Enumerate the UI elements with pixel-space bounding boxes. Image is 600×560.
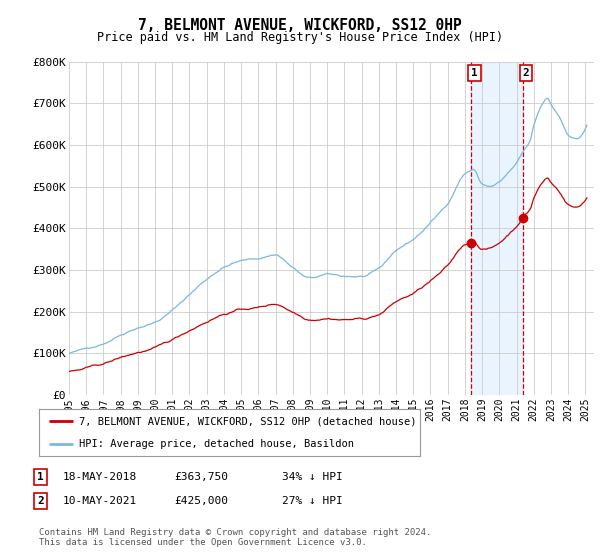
Text: 2: 2 [37, 496, 44, 506]
Bar [471, 62, 523, 395]
Text: HPI: Average price, detached house, Basildon: HPI: Average price, detached house, Basi… [79, 439, 354, 449]
Text: Price paid vs. HM Land Registry's House Price Index (HPI): Price paid vs. HM Land Registry's House … [97, 31, 503, 44]
Text: £425,000: £425,000 [174, 496, 228, 506]
Text: 18-MAY-2018: 18-MAY-2018 [63, 472, 137, 482]
Text: £363,750: £363,750 [174, 472, 228, 482]
Text: 10-MAY-2021: 10-MAY-2021 [63, 496, 137, 506]
Text: 7, BELMONT AVENUE, WICKFORD, SS12 0HP: 7, BELMONT AVENUE, WICKFORD, SS12 0HP [138, 18, 462, 34]
Text: Contains HM Land Registry data © Crown copyright and database right 2024.
This d: Contains HM Land Registry data © Crown c… [39, 528, 431, 547]
Text: 1: 1 [471, 68, 478, 78]
Text: 2: 2 [523, 68, 529, 78]
Text: 7, BELMONT AVENUE, WICKFORD, SS12 0HP (detached house): 7, BELMONT AVENUE, WICKFORD, SS12 0HP (d… [79, 416, 416, 426]
Text: 1: 1 [37, 472, 44, 482]
Text: 27% ↓ HPI: 27% ↓ HPI [282, 496, 343, 506]
Text: 34% ↓ HPI: 34% ↓ HPI [282, 472, 343, 482]
